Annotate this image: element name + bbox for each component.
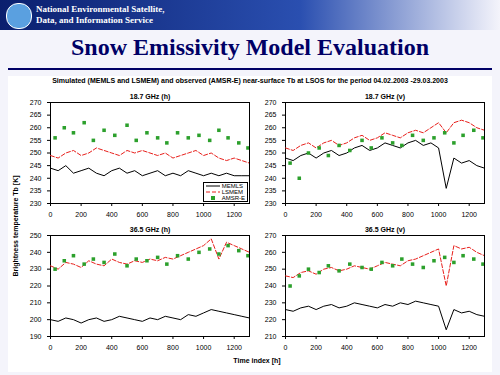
svg-text:36.5 GHz (h): 36.5 GHz (h) (130, 226, 170, 234)
svg-text:210: 210 (30, 299, 42, 306)
svg-text:235: 235 (265, 187, 277, 194)
svg-text:250: 250 (265, 265, 277, 272)
svg-text:400: 400 (341, 344, 353, 351)
svg-text:1200: 1200 (461, 211, 477, 218)
svg-text:0: 0 (49, 211, 53, 218)
svg-text:260: 260 (265, 124, 277, 131)
svg-text:1000: 1000 (196, 344, 212, 351)
svg-text:1200: 1200 (226, 344, 242, 351)
svg-text:0: 0 (284, 344, 288, 351)
svg-text:210: 210 (265, 333, 277, 340)
svg-text:245: 245 (265, 162, 277, 169)
svg-text:200: 200 (75, 211, 87, 218)
svg-text:240: 240 (265, 282, 277, 289)
svg-text:220: 220 (30, 282, 42, 289)
svg-text:600: 600 (372, 344, 384, 351)
html-text:Simulated (MEMLS and LSMEM) an: Simulated (MEMLS and LSMEM) and observed… (52, 77, 448, 84)
svg-text:0: 0 (49, 344, 53, 351)
html-text:LSMEM: LSMEM (221, 189, 243, 195)
svg-text:250: 250 (30, 149, 42, 156)
svg-text:1000: 1000 (431, 211, 447, 218)
svg-text:255: 255 (30, 137, 42, 144)
svg-text:260: 260 (30, 124, 42, 131)
html-text:Snow Emissivity Model Evaluati: Snow Emissivity Model Evaluation (71, 34, 429, 60)
svg-text:400: 400 (106, 344, 118, 351)
svg-text:200: 200 (310, 211, 322, 218)
svg-text:1200: 1200 (461, 344, 477, 351)
svg-text:600: 600 (372, 211, 384, 218)
svg-text:800: 800 (402, 211, 414, 218)
svg-text:270: 270 (265, 232, 277, 239)
svg-text:1000: 1000 (196, 211, 212, 218)
svg-text:0: 0 (284, 211, 288, 218)
html-text:AMSR-E: AMSR-E (221, 195, 245, 201)
svg-text:1200: 1200 (226, 211, 242, 218)
svg-text:600: 600 (137, 344, 149, 351)
svg-text:400: 400 (341, 211, 353, 218)
svg-text:240: 240 (30, 249, 42, 256)
svg-text:250: 250 (30, 232, 42, 239)
svg-text:255: 255 (265, 137, 277, 144)
svg-text:240: 240 (265, 174, 277, 181)
svg-text:260: 260 (265, 249, 277, 256)
svg-text:190: 190 (30, 333, 42, 340)
svg-text:270: 270 (265, 99, 277, 106)
svg-text:1000: 1000 (431, 344, 447, 351)
svg-text:245: 245 (30, 162, 42, 169)
svg-text:220: 220 (265, 316, 277, 323)
html-text:MEMLS: MEMLS (221, 183, 243, 189)
svg-text:230: 230 (30, 200, 42, 207)
svg-text:230: 230 (265, 299, 277, 306)
svg-text:36.5 GHz (v): 36.5 GHz (v) (365, 226, 405, 234)
svg-text:800: 800 (167, 344, 179, 351)
svg-text:200: 200 (310, 344, 322, 351)
html-text:Time index [h]: Time index [h] (233, 357, 281, 364)
svg-text:200: 200 (30, 316, 42, 323)
svg-text:18.7 GHz (v): 18.7 GHz (v) (365, 93, 405, 101)
svg-text:235: 235 (30, 187, 42, 194)
svg-text:600: 600 (137, 211, 149, 218)
svg-text:250: 250 (265, 149, 277, 156)
svg-text:230: 230 (30, 265, 42, 272)
svg-text:800: 800 (402, 344, 414, 351)
svg-text:800: 800 (167, 211, 179, 218)
svg-text:18.7 GHz (h): 18.7 GHz (h) (130, 93, 170, 101)
html-text:National Environmental Satelli: National Environmental Satellite, (36, 4, 165, 14)
svg-text:400: 400 (106, 211, 118, 218)
svg-text:270: 270 (30, 99, 42, 106)
svg-text:200: 200 (75, 344, 87, 351)
svg-text:265: 265 (265, 111, 277, 118)
html-text:Brightness temperature Tb [K]: Brightness temperature Tb [K] (11, 175, 19, 277)
svg-text:230: 230 (265, 200, 277, 207)
svg-text:240: 240 (30, 174, 42, 181)
html-text:Data, and Information Service: Data, and Information Service (36, 15, 153, 25)
svg-text:265: 265 (30, 111, 42, 118)
